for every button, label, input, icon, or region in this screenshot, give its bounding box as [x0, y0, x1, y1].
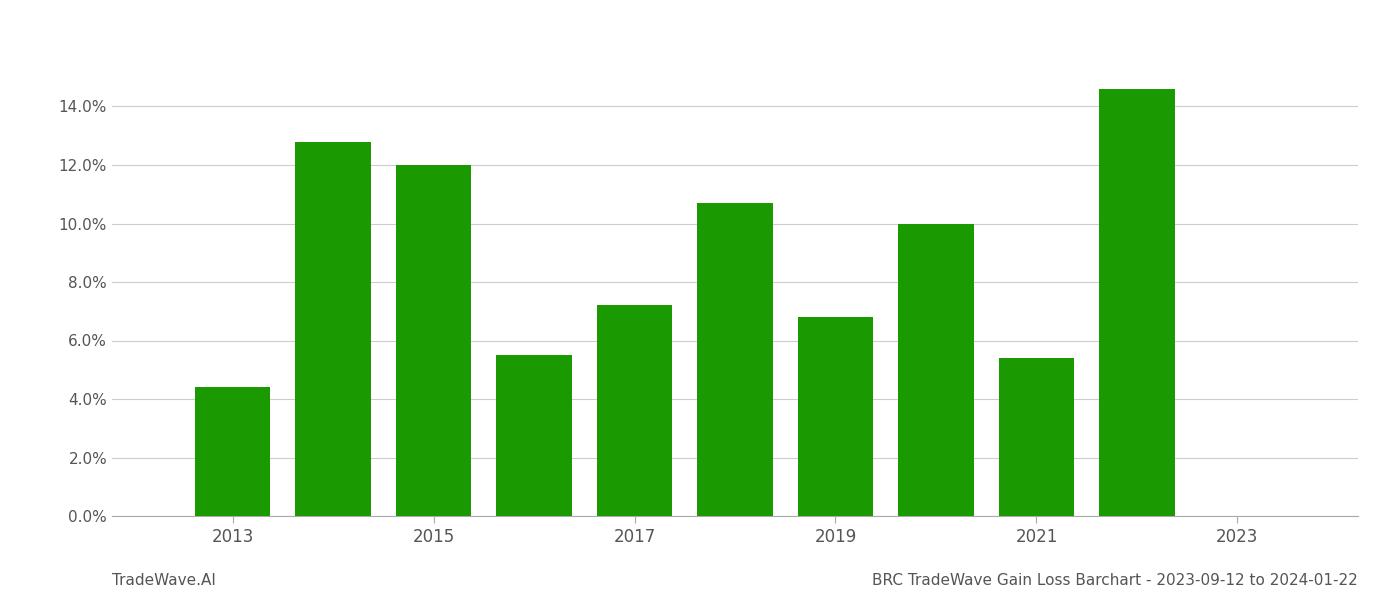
Bar: [396, 165, 472, 516]
Text: TradeWave.AI: TradeWave.AI: [112, 573, 216, 588]
Text: BRC TradeWave Gain Loss Barchart - 2023-09-12 to 2024-01-22: BRC TradeWave Gain Loss Barchart - 2023-…: [872, 573, 1358, 588]
Bar: [295, 142, 371, 516]
Bar: [1099, 89, 1175, 516]
Bar: [798, 317, 874, 516]
Bar: [195, 388, 270, 516]
Bar: [596, 305, 672, 516]
Bar: [998, 358, 1074, 516]
Bar: [899, 223, 973, 516]
Bar: [497, 355, 571, 516]
Bar: [697, 203, 773, 516]
